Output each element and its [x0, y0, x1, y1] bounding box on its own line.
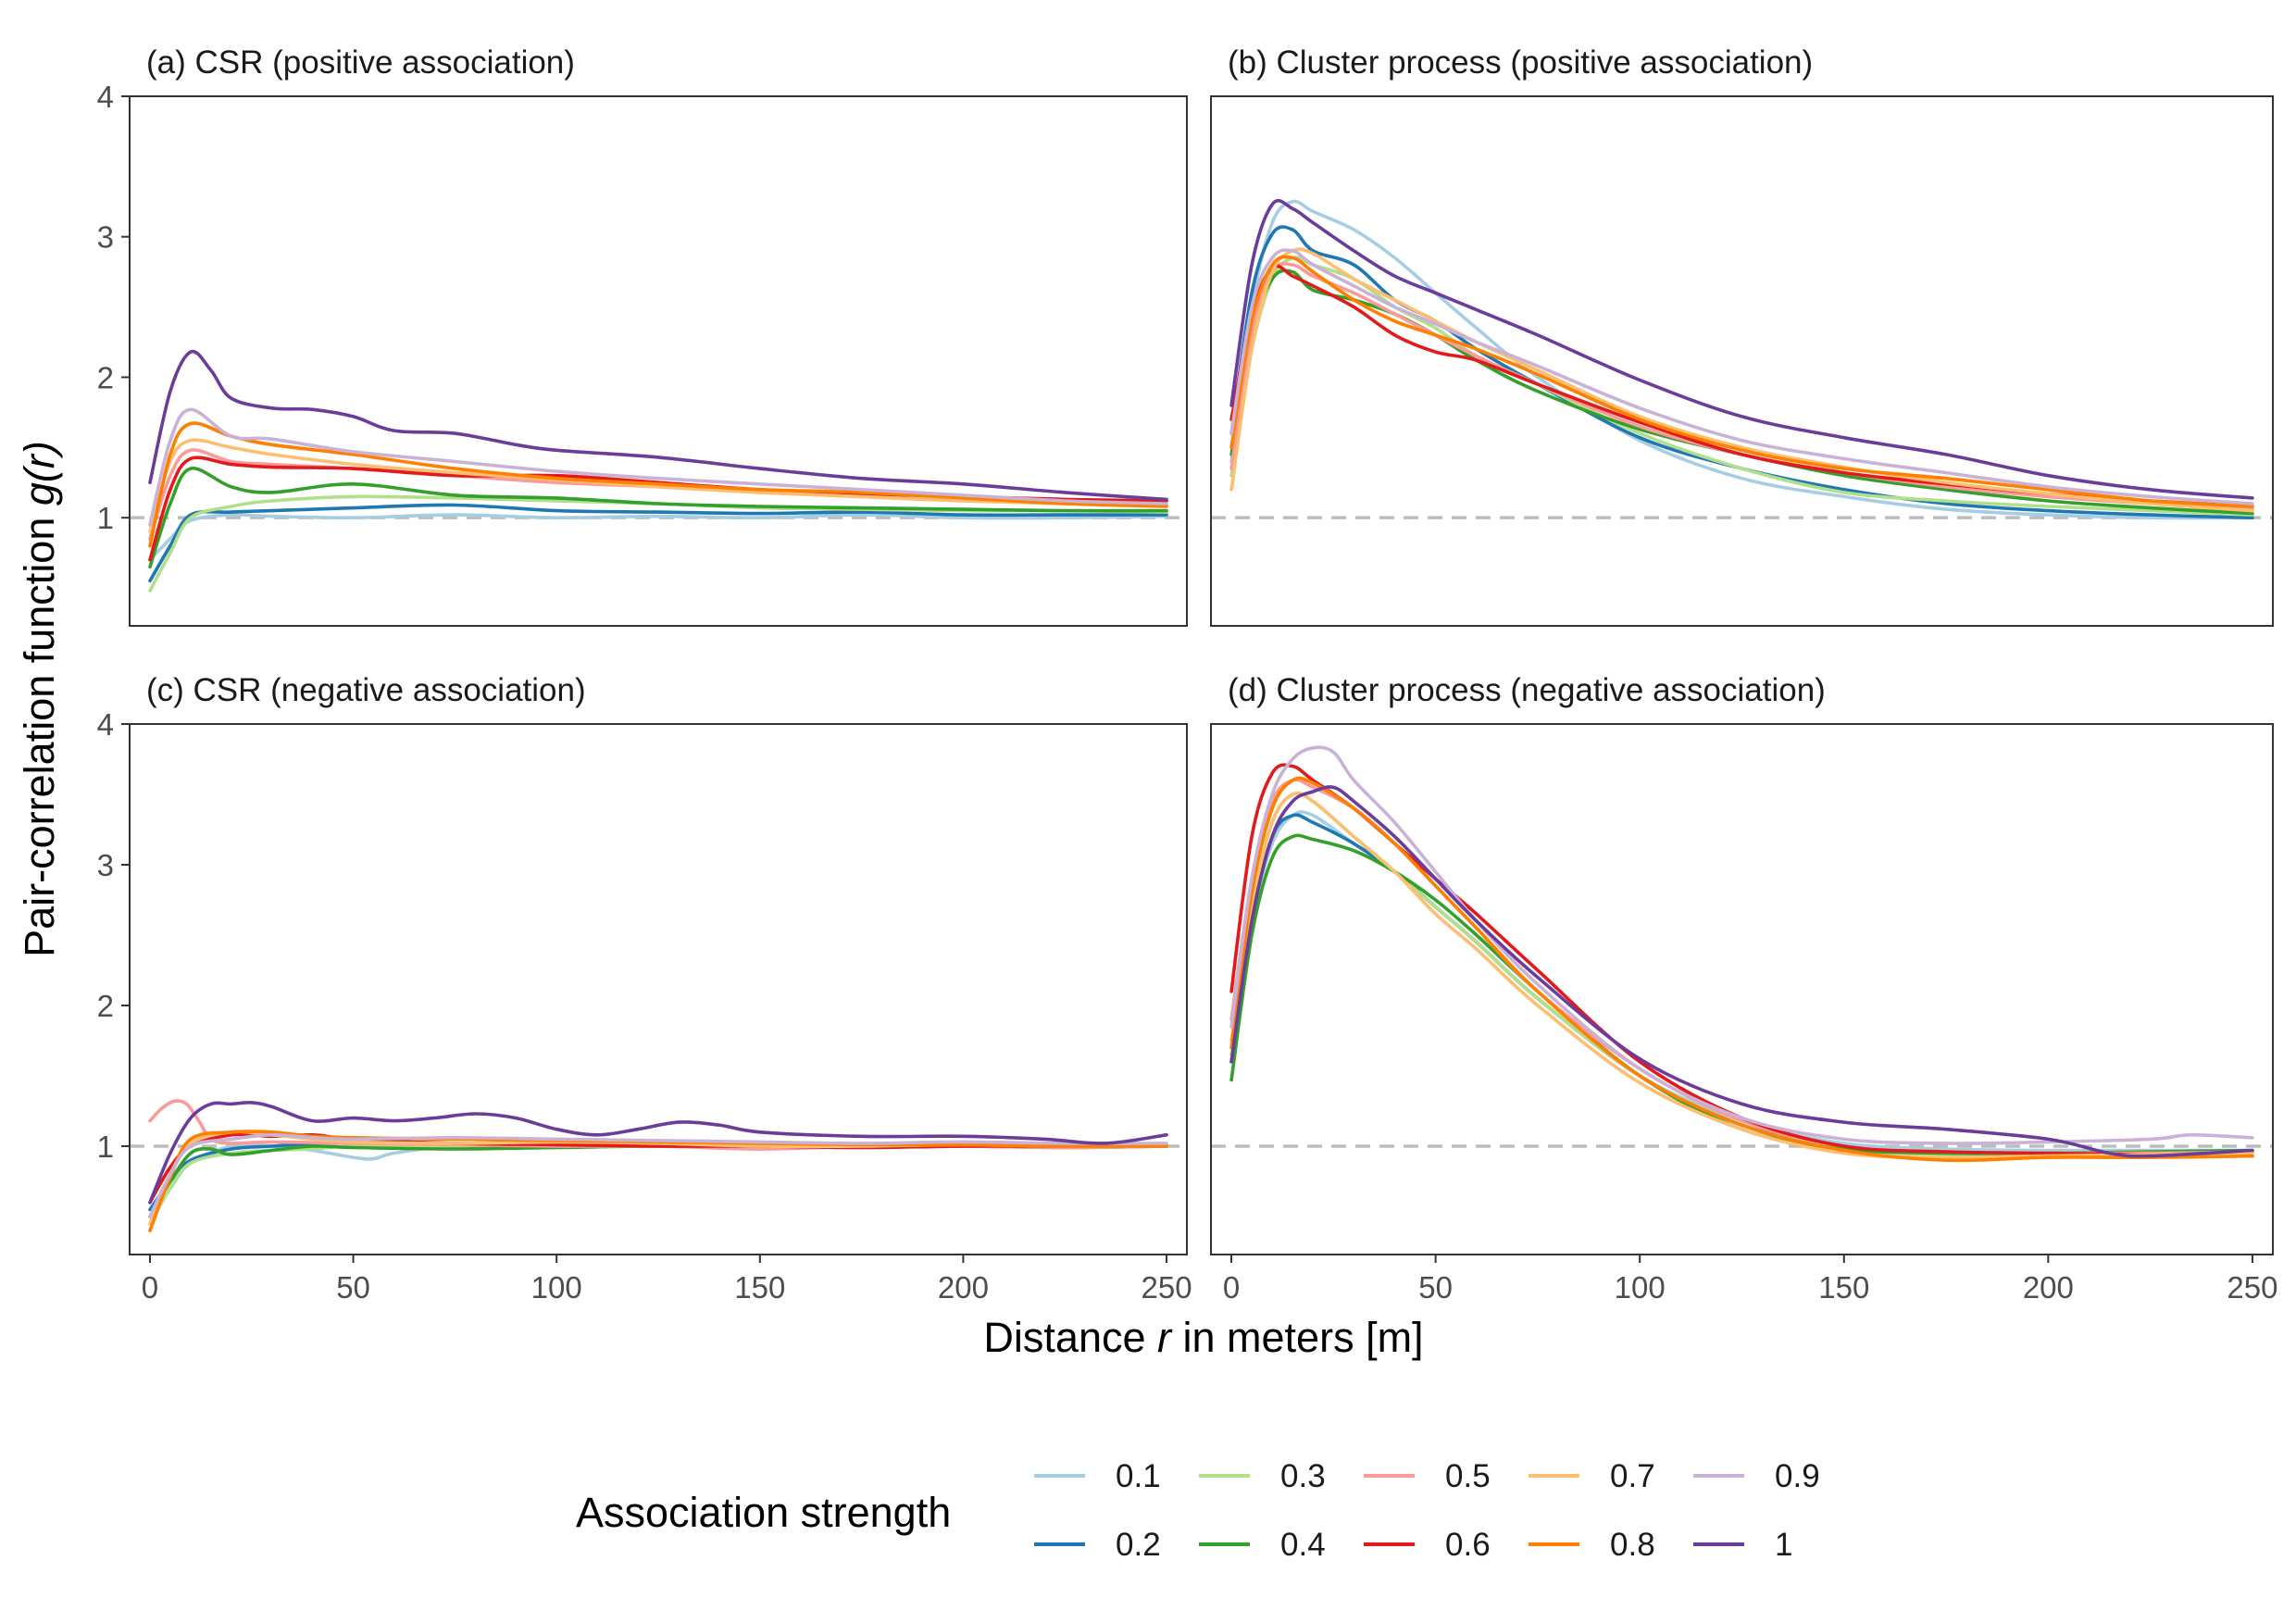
x-tick-label: 150: [1818, 1270, 1869, 1305]
series-line-0-6: [1229, 763, 2254, 1158]
series-line-0-8: [1229, 776, 2254, 1163]
x-tick-label: 0: [1223, 1270, 1240, 1305]
series-line-0-1: [148, 1142, 1168, 1218]
series-group: [148, 1099, 1168, 1232]
series-line-0-2: [148, 503, 1168, 583]
series-line-0-1: [1229, 199, 2254, 520]
series-line-0-4: [148, 467, 1168, 569]
x-tick-label: 50: [1418, 1270, 1453, 1305]
panel-c: (c) CSR (negative association) 1 2 3 4 0 50 100…: [97, 672, 1192, 1305]
panel-title: (b) Cluster process (positive associatio…: [1228, 44, 1813, 81]
legend-label: 0.8: [1610, 1527, 1655, 1563]
x-tick-label: 100: [531, 1270, 582, 1305]
legend-label: 1: [1775, 1527, 1792, 1563]
x-tick-label: 250: [1142, 1270, 1192, 1305]
series-line-0-5: [148, 448, 1168, 541]
series-line-0-9: [1229, 248, 2254, 506]
legend-label: 0.5: [1445, 1458, 1491, 1494]
panel-title: (d) Cluster process (negative associatio…: [1228, 672, 1826, 708]
legend-label: 0.2: [1116, 1527, 1161, 1563]
y-tick-label: 4: [97, 707, 114, 742]
series-line-1: [1229, 198, 2254, 500]
legend: Association strength 0.1 0.2 0.3 0.4 0.5 0.6 0…: [576, 1458, 1820, 1563]
series-line-0-4: [148, 1143, 1168, 1218]
series-line-0-3: [1229, 791, 2254, 1157]
series-line-0-1: [148, 513, 1168, 562]
legend-label: 0.7: [1610, 1458, 1655, 1494]
panel-d: (d) Cluster process (negative associatio…: [1210, 672, 2277, 1305]
x-tick-label: 100: [1615, 1270, 1666, 1305]
series-group: [148, 349, 1168, 593]
x-axis-title: Distance r in meters [m]: [983, 1314, 1423, 1361]
y-axis-title: Pair-correlation function g(r): [16, 441, 63, 957]
legend-label: 0.9: [1775, 1458, 1820, 1494]
y-tick-label: 3: [97, 848, 114, 882]
series-line-1: [148, 349, 1168, 502]
y-tick-label: 2: [97, 360, 114, 394]
series-line-0-7: [1229, 247, 2254, 513]
x-tick-label: 50: [336, 1270, 370, 1305]
panel-title: (c) CSR (negative association): [146, 672, 586, 708]
legend-label: 0.4: [1280, 1527, 1326, 1563]
series-line-0-9: [1229, 745, 2254, 1145]
x-tick-label: 150: [734, 1270, 785, 1305]
panel-title: (a) CSR (positive association): [146, 44, 575, 81]
x-tick-label: 250: [2227, 1270, 2277, 1305]
y-tick-label: 2: [97, 989, 114, 1023]
series-line-1: [1229, 785, 2254, 1158]
y-tick-label: 1: [97, 501, 114, 535]
series-group: [1229, 745, 2254, 1163]
series-group: [1229, 198, 2254, 520]
legend-label: 0.1: [1116, 1458, 1161, 1494]
panel-border: [129, 723, 1188, 1255]
series-line-0-8: [148, 421, 1168, 548]
x-tick-label: 200: [2023, 1270, 2074, 1305]
panel-a: (a) CSR (positive association) 1 2 3 4: [97, 44, 1188, 627]
legend-title: Association strength: [576, 1489, 951, 1536]
series-line-0-7: [1229, 791, 2254, 1159]
series-line-0-3: [148, 1143, 1168, 1226]
x-tick-label: 200: [938, 1270, 989, 1305]
series-line-0-9: [148, 1132, 1168, 1218]
panel-border: [1210, 95, 2274, 627]
panel-border: [129, 95, 1188, 627]
series-line-0-2: [148, 1140, 1168, 1212]
x-tick-label: 0: [142, 1270, 158, 1305]
y-tick-label: 1: [97, 1130, 114, 1164]
legend-label: 0.6: [1445, 1527, 1491, 1563]
panel-border: [1210, 723, 2274, 1255]
y-tick-label: 3: [97, 220, 114, 255]
legend-label: 0.3: [1280, 1458, 1326, 1494]
series-line-0-8: [1229, 255, 2254, 508]
series-line-0-4: [1229, 833, 2254, 1155]
y-tick-label: 4: [97, 80, 114, 114]
series-line-1: [148, 1100, 1168, 1205]
series-line-0-9: [148, 407, 1168, 527]
panel-b: (b) Cluster process (positive associatio…: [1210, 44, 2274, 627]
